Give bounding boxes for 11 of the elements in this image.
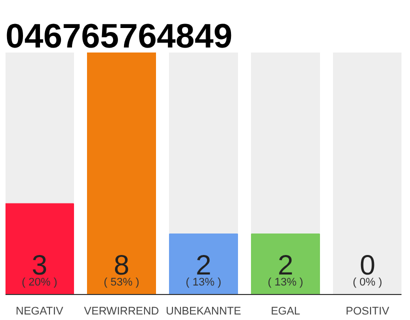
x-tick-label: NEGATIV bbox=[16, 306, 64, 318]
x-tick-label: POSITIV bbox=[346, 306, 390, 318]
chart-title: 046765764849 bbox=[6, 18, 232, 56]
annotation: ( 20% ) bbox=[22, 276, 58, 288]
x-tick-label: EGAL bbox=[270, 306, 300, 318]
annotation: ( 13% ) bbox=[186, 276, 222, 288]
annotation: ( 13% ) bbox=[268, 276, 304, 288]
x-tick-label: VERWIRREND bbox=[84, 306, 160, 318]
annotation: ( 0% ) bbox=[352, 276, 382, 288]
x-tick-label: UNBEKANNTE bbox=[166, 306, 242, 318]
annotation: ( 53% ) bbox=[104, 276, 140, 288]
